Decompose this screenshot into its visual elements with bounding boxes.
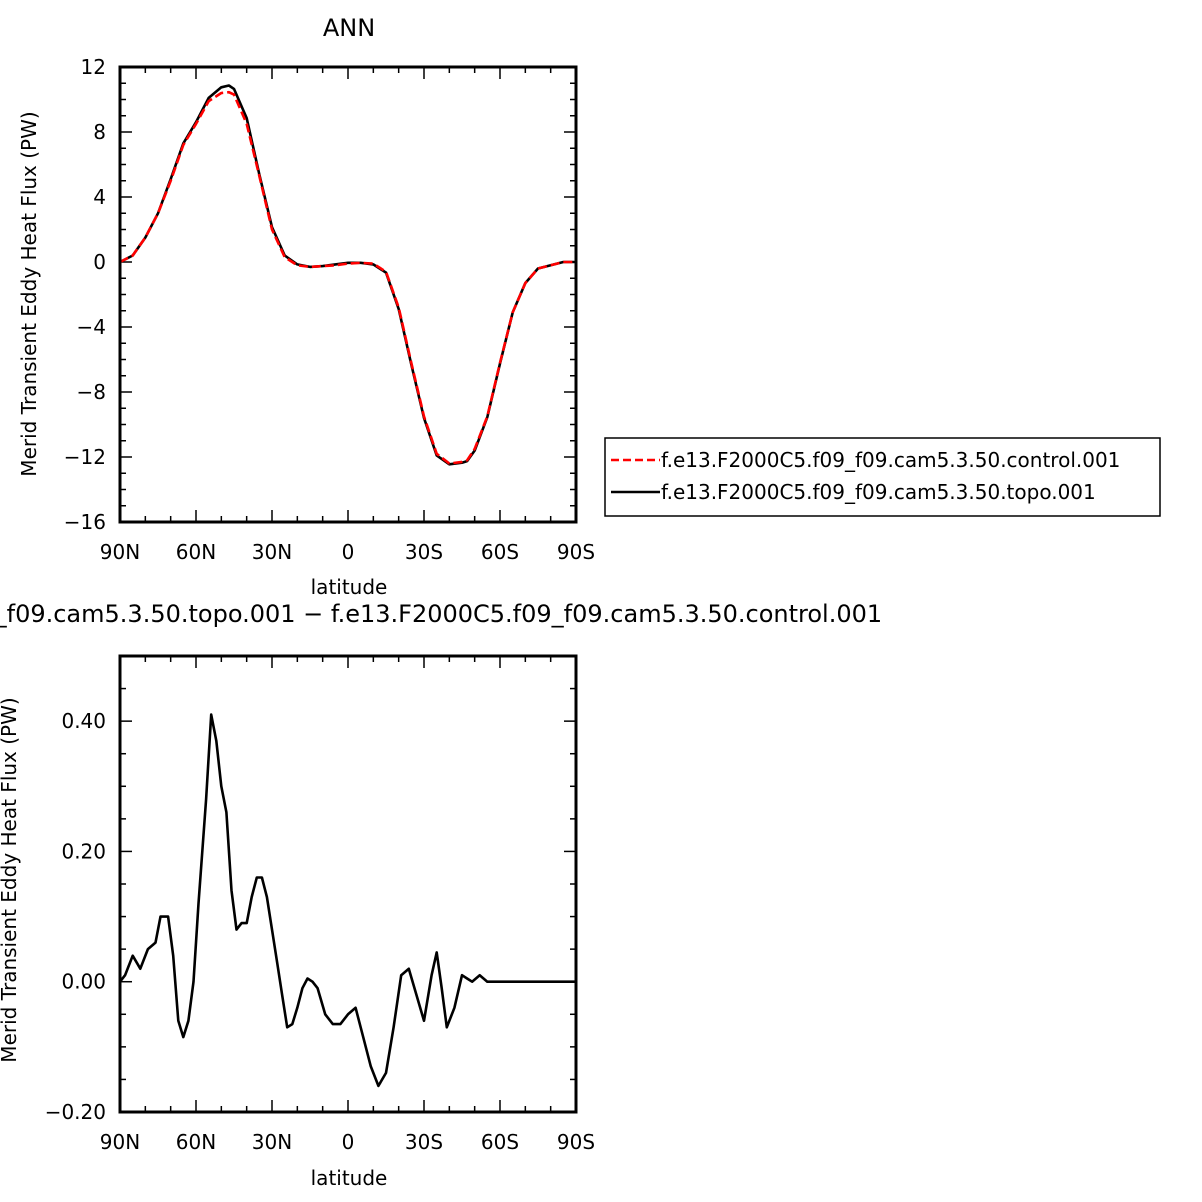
top-y-tick-labels: 12 8 4 0 −4 −8 −12 −16 (64, 55, 106, 534)
top-y-tick-label: 12 (81, 55, 106, 79)
bottom-y-tick-label: 0.40 (61, 709, 106, 733)
top-x-tick-label: 90S (557, 540, 595, 564)
top-x-tick-label: 90N (100, 540, 140, 564)
top-x-tick-label: 60S (481, 540, 519, 564)
legend: f.e13.F2000C5.f09_f09.cam5.3.50.control.… (604, 437, 1161, 517)
bottom-x-tick-labels: 90N 60N 30N 0 30S 60S 90S (100, 1130, 595, 1154)
bottom-axis-ticks (119, 655, 577, 1113)
top-series-group (119, 84, 576, 466)
bottom-x-tick-label: 0 (342, 1130, 355, 1154)
bottom-y-tick-label: −0.20 (45, 1100, 106, 1124)
bottom-x-tick-label: 30N (252, 1130, 292, 1154)
top-x-tick-label: 60N (176, 540, 216, 564)
legend-box (604, 437, 1161, 517)
top-y-axis-title: Merid Transient Eddy Heat Flux (PW) (17, 111, 41, 476)
bottom-x-tick-label: 60S (481, 1130, 519, 1154)
bottom-y-tick-label: 0.00 (61, 970, 106, 994)
top-y-tick-label: −8 (77, 380, 106, 404)
top-x-tick-label: 30S (405, 540, 443, 564)
bottom-x-tick-label: 90N (100, 1130, 140, 1154)
top-chart-title: ANN (323, 14, 375, 42)
bottom-y-tick-label: 0.20 (61, 839, 106, 863)
top-y-tick-label: 8 (93, 120, 106, 144)
top-y-tick-label: −4 (77, 315, 106, 339)
top-series-line-1 (119, 84, 576, 466)
top-y-tick-label: 0 (93, 250, 106, 274)
top-y-tick-label: −12 (64, 445, 106, 469)
top-y-tick-label: 4 (93, 185, 106, 209)
bottom-x-tick-label: 60N (176, 1130, 216, 1154)
top-series-line-0 (119, 90, 576, 465)
bottom-x-axis-title: latitude (311, 1166, 388, 1190)
top-x-tick-label: 30N (252, 540, 292, 564)
bottom-x-tick-label: 30S (405, 1130, 443, 1154)
top-x-tick-labels: 90N 60N 30N 0 30S 60S 90S (100, 540, 595, 564)
top-plot-frame (118, 65, 578, 524)
bottom-plot-frame (118, 654, 578, 1114)
bottom-series-group (118, 713, 576, 1088)
top-y-tick-label: −16 (64, 510, 106, 534)
bottom-series-line-0 (118, 713, 576, 1088)
bottom-x-tick-label: 90S (557, 1130, 595, 1154)
bottom-y-tick-labels: 0.40 0.20 0.00 −0.20 (45, 709, 106, 1124)
legend-label-topo: f.e13.F2000C5.f09_f09.cam5.3.50.topo.001 (661, 480, 1096, 504)
bottom-panel: f.e13.F2000C5.f09_f09.cam5.3.50.topo.001… (0, 600, 882, 1190)
bottom-chart-title: f.e13.F2000C5.f09_f09.cam5.3.50.topo.001… (0, 600, 882, 628)
top-x-tick-label: 0 (342, 540, 355, 564)
legend-label-control: f.e13.F2000C5.f09_f09.cam5.3.50.control.… (661, 448, 1120, 472)
bottom-y-axis-title: Merid Transient Eddy Heat Flux (PW) (0, 697, 21, 1062)
top-x-axis-title: latitude (311, 575, 388, 599)
